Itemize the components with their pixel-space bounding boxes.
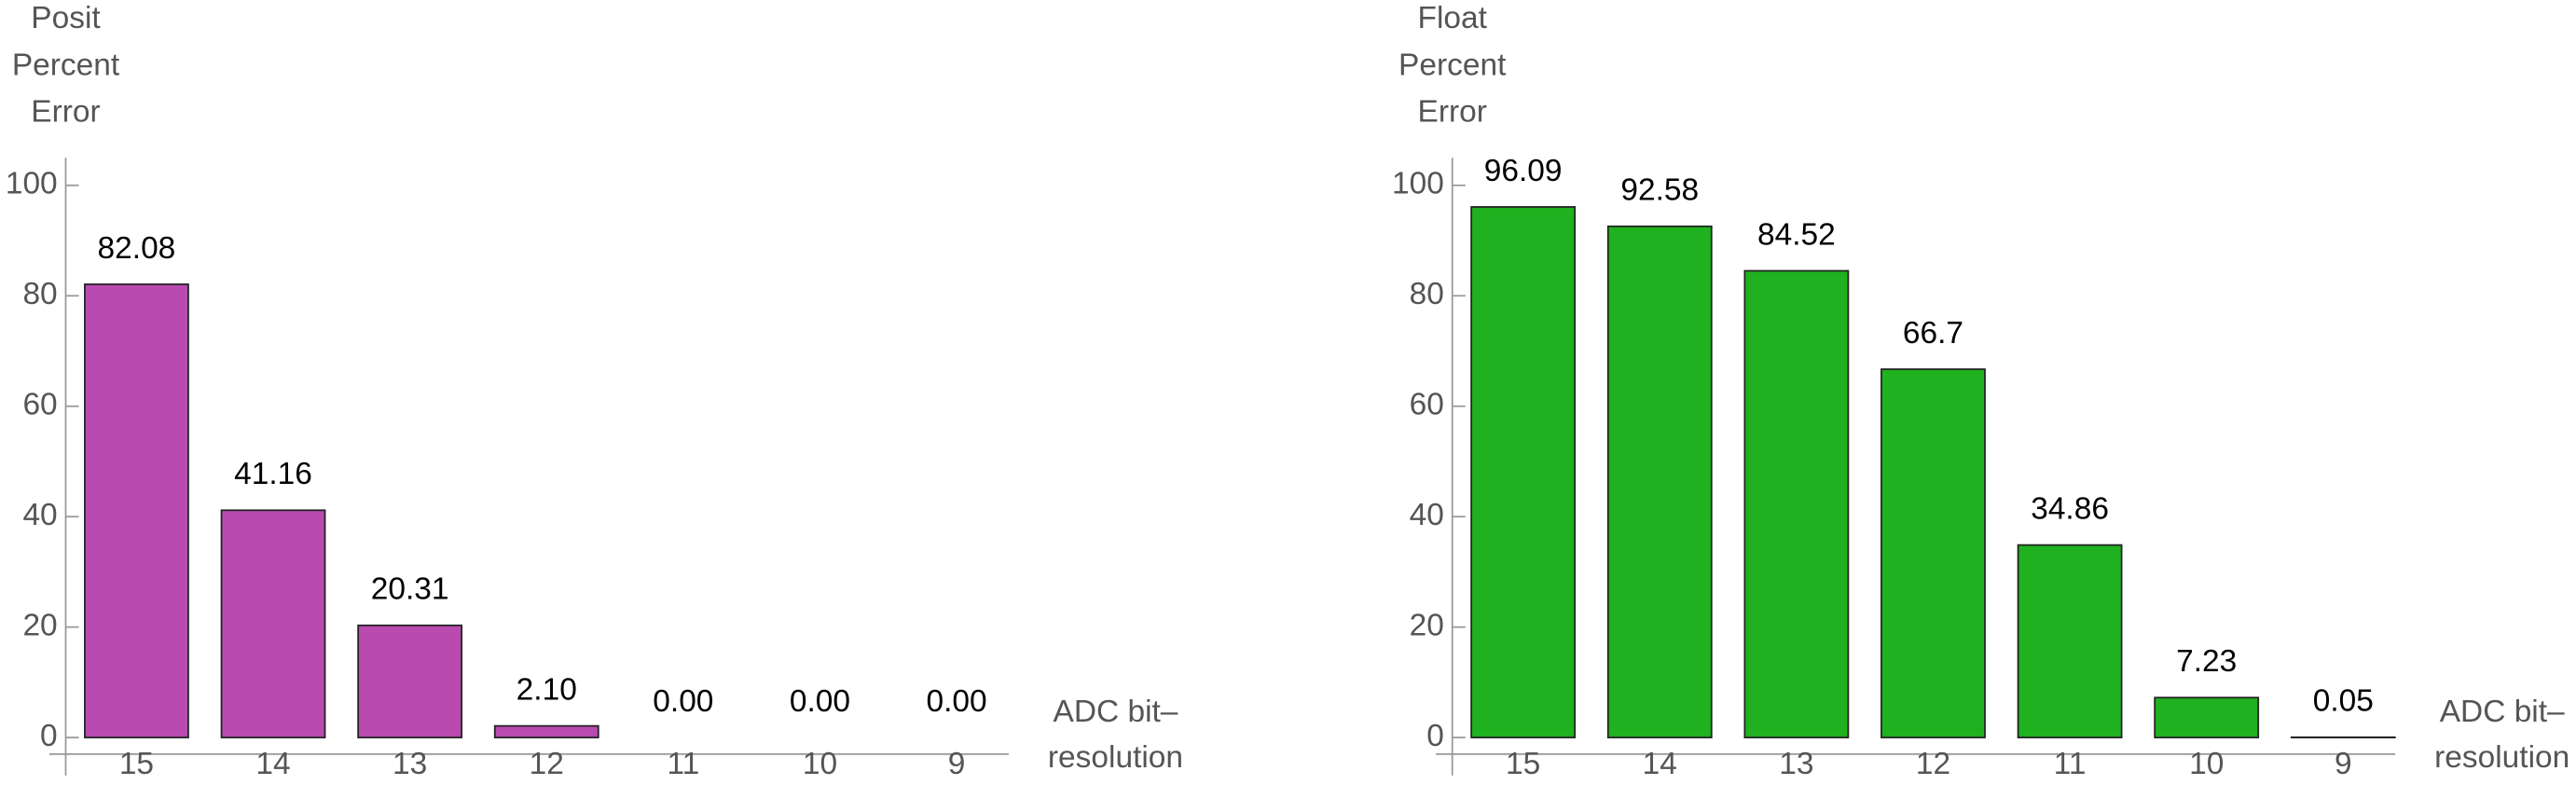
value-label: 7.23 bbox=[2176, 644, 2237, 679]
x-axis-title: ADC bit– resolution bbox=[2434, 695, 2569, 775]
y-axis-title: Posit Percent Error bbox=[12, 1, 120, 129]
y-tick-label: 20 bbox=[22, 608, 57, 642]
bar bbox=[1880, 368, 1986, 738]
value-label: 0.00 bbox=[653, 684, 713, 719]
y-tick-label: 40 bbox=[22, 498, 57, 532]
x-tick-label: 9 bbox=[948, 747, 966, 781]
y-tick-label: 20 bbox=[1410, 608, 1444, 642]
y-tick-label: 40 bbox=[1410, 498, 1444, 532]
y-tick-label: 80 bbox=[1410, 277, 1444, 311]
y-tick-label: 80 bbox=[22, 277, 57, 311]
x-tick-label: 11 bbox=[2054, 747, 2087, 781]
bar bbox=[357, 624, 463, 738]
y-tick-label: 60 bbox=[1410, 388, 1444, 422]
value-label: 0.00 bbox=[927, 684, 987, 719]
value-label: 2.10 bbox=[517, 672, 577, 707]
y-tick-label: 100 bbox=[1392, 167, 1444, 201]
x-tick-label: 10 bbox=[2189, 747, 2224, 781]
bar bbox=[2154, 696, 2260, 738]
x-tick-label: 10 bbox=[803, 747, 837, 781]
x-axis-title: ADC bit– resolution bbox=[1048, 695, 1183, 775]
value-label: 92.58 bbox=[1620, 173, 1699, 208]
x-tick-label: 11 bbox=[667, 747, 699, 781]
x-tick-label: 12 bbox=[530, 747, 564, 781]
bar bbox=[84, 283, 189, 738]
x-tick-label: 13 bbox=[393, 747, 427, 781]
value-label: 82.08 bbox=[98, 231, 176, 266]
value-label: 66.7 bbox=[1903, 316, 1963, 351]
value-label: 0.00 bbox=[790, 684, 850, 719]
x-tick-label: 15 bbox=[119, 747, 154, 781]
value-label: 0.05 bbox=[2313, 684, 2374, 719]
x-tick-label: 14 bbox=[1643, 747, 1677, 781]
value-label: 84.52 bbox=[1757, 217, 1836, 252]
bar bbox=[2017, 544, 2123, 738]
y-tick-label: 60 bbox=[22, 388, 57, 422]
x-tick-label: 14 bbox=[255, 747, 290, 781]
y-tick-label: 0 bbox=[40, 719, 58, 753]
value-label: 34.86 bbox=[2031, 491, 2109, 526]
bar bbox=[1606, 225, 1713, 738]
x-tick-label: 15 bbox=[1506, 747, 1540, 781]
x-tick-label: 9 bbox=[2335, 747, 2352, 781]
bar bbox=[1470, 206, 1577, 738]
y-tick-label: 100 bbox=[6, 167, 58, 201]
y-axis-title: Float Percent Error bbox=[1398, 1, 1507, 129]
bar bbox=[493, 724, 599, 738]
value-label: 41.16 bbox=[234, 457, 312, 491]
x-tick-label: 12 bbox=[1916, 747, 1950, 781]
bar bbox=[1743, 269, 1850, 738]
value-label: 20.31 bbox=[371, 572, 449, 607]
bar bbox=[220, 509, 326, 738]
x-tick-label: 13 bbox=[1779, 747, 1813, 781]
y-tick-label: 0 bbox=[1426, 719, 1444, 753]
value-label: 96.09 bbox=[1484, 154, 1563, 188]
